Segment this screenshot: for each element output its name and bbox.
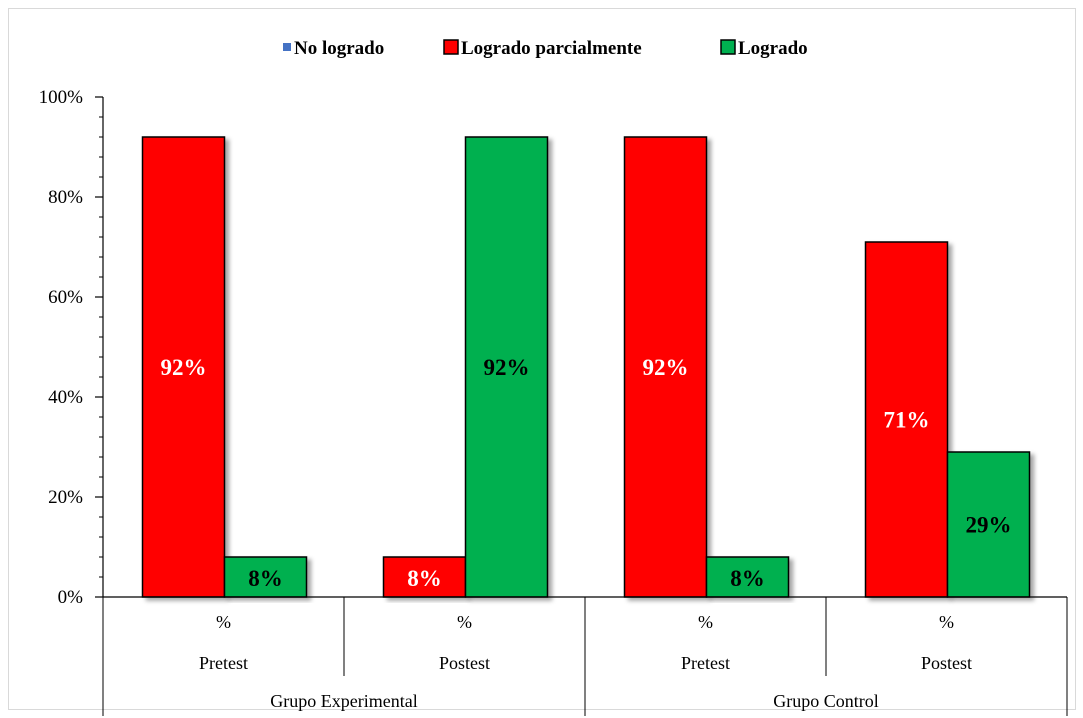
- x-group-label: Grupo Experimental: [270, 691, 417, 711]
- x-phase-label: Pretest: [199, 653, 248, 673]
- y-tick-label: 0%: [58, 587, 84, 608]
- legend: No logrado Logrado parcialmente Logrado: [283, 38, 808, 59]
- y-tick-label: 20%: [48, 487, 83, 508]
- x-measure-label: %: [698, 612, 713, 632]
- legend-label-3: Logrado: [738, 38, 808, 59]
- x-group-label: Grupo Control: [773, 691, 879, 711]
- legend-swatch-2: [443, 39, 459, 55]
- data-label: 8%: [730, 566, 765, 591]
- bar-logrado: [464, 136, 549, 598]
- data-label: 8%: [407, 566, 442, 591]
- data-label: 92%: [484, 355, 530, 380]
- bar-logrado-parcialmente: [623, 136, 708, 598]
- x-phase-label: Pretest: [681, 653, 730, 673]
- x-phase-label: Postest: [921, 653, 972, 673]
- bar-logrado: [705, 556, 790, 598]
- bar-logrado-parcialmente: [864, 241, 949, 598]
- y-tick-label: 40%: [48, 387, 83, 408]
- y-tick-label: 100%: [39, 87, 84, 108]
- data-label: 71%: [884, 408, 930, 433]
- x-measure-label: %: [216, 612, 231, 632]
- bar-logrado: [223, 556, 308, 598]
- y-tick-label: 80%: [48, 187, 83, 208]
- x-axis: % Pretest% Postest% Pretest% Postest Grupo Ex…: [102, 596, 1068, 716]
- legend-label-2: Logrado parcialmente: [461, 38, 642, 59]
- y-axis: 0% 20% 40% 60% 80% 100%: [39, 87, 104, 608]
- bar-logrado-parcialmente: [141, 136, 226, 598]
- data-label: 8%: [248, 566, 283, 591]
- x-measure-label: %: [457, 612, 472, 632]
- data-label: 29%: [966, 513, 1012, 538]
- legend-label-1: No logrado: [294, 38, 384, 59]
- legend-swatch-3: [720, 39, 736, 55]
- bars: 92% 8% 8% 92% 92% 8% 71% 29%: [141, 136, 1031, 598]
- legend-swatch-1: [283, 43, 291, 51]
- data-label: 92%: [643, 355, 689, 380]
- data-label: 92%: [161, 355, 207, 380]
- y-tick-label: 60%: [48, 287, 83, 308]
- x-measure-label: %: [939, 612, 954, 632]
- x-phase-label: Postest: [439, 653, 490, 673]
- bar-logrado-parcialmente: [382, 556, 467, 598]
- bar-logrado: [946, 451, 1031, 598]
